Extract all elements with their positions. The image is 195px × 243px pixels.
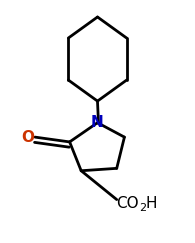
Text: N: N	[91, 115, 104, 130]
Text: H: H	[145, 196, 157, 211]
Text: CO: CO	[116, 196, 138, 211]
Text: O: O	[21, 130, 34, 145]
Text: 2: 2	[139, 203, 146, 213]
